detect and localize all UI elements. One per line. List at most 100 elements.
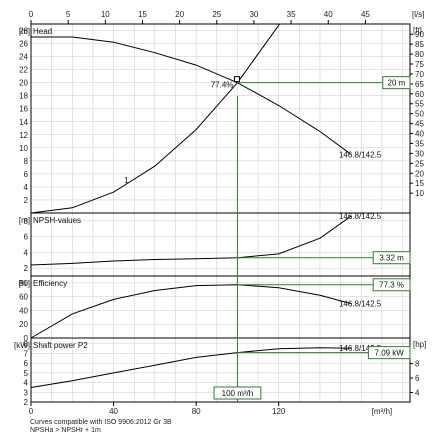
- head-right-tick-label: 25: [415, 159, 424, 168]
- top-axis-tick-label: 10: [101, 10, 110, 19]
- power-readout: 7.09 kW: [375, 349, 405, 358]
- head-right-tick-label: 60: [415, 90, 424, 99]
- head-y-tick-label: 24: [19, 53, 28, 62]
- npsh-curve-0: [30, 215, 352, 266]
- head-right-tick-label: 45: [415, 120, 424, 129]
- head-right-tick-label: 20: [415, 169, 424, 178]
- flow-readout: 100 m³/h: [222, 389, 254, 398]
- top-axis-tick-label: 40: [324, 10, 333, 19]
- efficiency-curve-label: 146.8/142.5: [339, 300, 382, 309]
- power-y-tick-label: 6: [24, 359, 29, 368]
- power-y-tick-label: 7: [24, 350, 29, 359]
- power-readout-box: [367, 346, 411, 360]
- npsh-readout-box: [372, 251, 411, 265]
- head-y-tick-label: 20: [19, 79, 28, 88]
- power-right-unit: [hp]: [413, 340, 426, 349]
- efficiency-readout-box: [372, 278, 411, 292]
- npsh-curve-label: 146.8/142.5: [339, 212, 382, 221]
- power-panel-frame: [30, 337, 411, 403]
- power-right-tick-label: 4: [415, 388, 420, 397]
- npsh-panel-frame: [30, 212, 411, 277]
- head-y-tick-label: 2: [24, 196, 29, 205]
- head-right-tick-label: 15: [415, 179, 424, 188]
- power-y-tick-label: 5: [24, 369, 29, 378]
- head-panel-title: Head: [33, 27, 52, 36]
- efficiency-y-tick-label: 60: [19, 293, 28, 302]
- head-y-tick-label: 26: [19, 40, 28, 49]
- efficiency-y-tick-label: 20: [19, 320, 28, 329]
- power-y-tick-label: 2: [24, 398, 29, 407]
- head-curve-0: [31, 36, 352, 155]
- npsh-readout: 3.32 m: [379, 254, 404, 263]
- top-axis-unit: [l/s]: [412, 10, 424, 19]
- footer-compat-note: Curves compatible with ISO 9906:2012 Gr …: [30, 419, 172, 426]
- head-readout-box: [382, 76, 411, 90]
- npsh-unit-left: [m]: [19, 216, 30, 225]
- head-right-tick-label: 30: [415, 149, 424, 158]
- flow-readout-box: [213, 386, 262, 400]
- head-right-tick-label: 35: [415, 139, 424, 148]
- top-axis-tick-label: 25: [212, 10, 221, 19]
- efficiency-at-duty-label: 77.4%: [211, 81, 234, 90]
- head-y-tick-label: 14: [19, 118, 28, 127]
- power-y-tick-label: 3: [24, 388, 29, 397]
- bottom-axis-tick-label: 120: [272, 407, 286, 416]
- head-right-tick-label: 80: [415, 50, 424, 59]
- top-axis-tick-label: 5: [66, 10, 71, 19]
- head-right-tick-label: 40: [415, 130, 424, 139]
- power-right-tick-label: 6: [415, 374, 420, 383]
- bottom-axis-tick-label: 40: [109, 407, 118, 416]
- head-right-tick-label: 55: [415, 100, 424, 109]
- head-right-unit: [ft]: [413, 26, 422, 35]
- efficiency-unit-left: [%]: [18, 279, 30, 288]
- head-y-tick-label: 4: [24, 183, 29, 192]
- efficiency-readout: 77.3 %: [379, 281, 404, 290]
- head-curve-1: [30, 23, 280, 214]
- npsh-y-tick-label: 6: [24, 233, 29, 242]
- npsh-y-tick-label: 4: [24, 248, 29, 257]
- head-right-tick-label: 50: [415, 110, 424, 119]
- head-curve-label: 146.8/142.5: [339, 150, 382, 159]
- head-y-tick-label: 12: [19, 131, 28, 140]
- efficiency-y-tick-label: 40: [19, 306, 28, 315]
- power-panel-title: Shaft power P2: [33, 341, 88, 350]
- efficiency-y-tick-label: 80: [19, 279, 28, 288]
- bottom-axis-unit: [m³/h]: [372, 407, 392, 416]
- npsh-panel-title: NPSH-values: [33, 216, 81, 225]
- head-y-tick-label: 8: [24, 157, 29, 166]
- power-y-tick-label: 4: [24, 379, 29, 388]
- head-readout: 20 m: [388, 79, 406, 88]
- head-right-tick-label: 10: [415, 189, 424, 198]
- power-curve-label: 146.8/142.5: [339, 344, 382, 353]
- head-panel-frame: [30, 23, 411, 214]
- power-unit-left: [kW]: [14, 341, 30, 350]
- head-y-tick-label: 16: [19, 105, 28, 114]
- top-axis-tick-label: 30: [249, 10, 258, 19]
- power-right-tick-label: 8: [415, 360, 420, 369]
- head-right-tick-label: 65: [415, 80, 424, 89]
- head-system-curve-label: 1: [124, 176, 129, 185]
- top-axis-tick-label: 15: [138, 10, 147, 19]
- head-right-tick-label: 70: [415, 70, 424, 79]
- bottom-axis-tick-label: 0: [29, 407, 34, 416]
- efficiency-y-tick-label: 0: [24, 334, 29, 343]
- power-y-tick-label: 8: [24, 340, 29, 349]
- power-curve-0: [30, 347, 352, 388]
- top-axis-tick-label: 0: [29, 10, 34, 19]
- top-axis-tick-label: 20: [175, 10, 184, 19]
- operating-point-marker: [233, 76, 240, 83]
- head-unit-left: [m]: [19, 27, 30, 36]
- top-axis-tick-label: 45: [361, 10, 370, 19]
- head-right-tick-label: 75: [415, 60, 424, 69]
- efficiency-curve-0: [30, 284, 352, 339]
- npsh-y-tick-label: 2: [24, 264, 29, 273]
- chart-footer: Curves compatible with ISO 9906:2012 Gr …: [30, 419, 172, 435]
- head-y-tick-label: 18: [19, 92, 28, 101]
- head-right-tick-label: 90: [415, 30, 424, 39]
- footer-npsh-note: NPSHa > NPSHr + 1m: [30, 427, 101, 434]
- top-axis-tick-label: 35: [287, 10, 296, 19]
- head-y-tick-label: 28: [19, 27, 28, 36]
- head-right-tick-label: 85: [415, 40, 424, 49]
- head-y-tick-label: 6: [24, 170, 29, 179]
